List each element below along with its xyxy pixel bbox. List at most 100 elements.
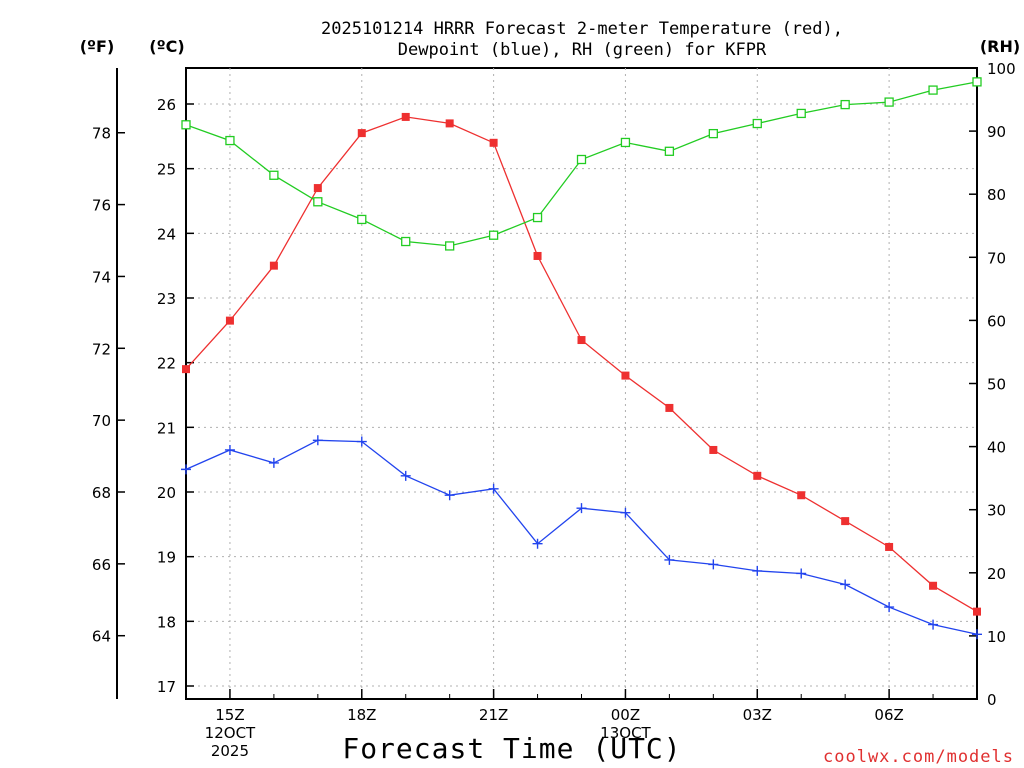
- x-axis-title: Forecast Time (UTC): [342, 732, 681, 765]
- rh-point: [752, 118, 762, 129]
- celsius-tick-label: 21: [157, 419, 176, 437]
- dewpoint-point: [312, 435, 323, 446]
- fahrenheit-tick-label: 78: [92, 125, 111, 143]
- x-tick-label: 00Z: [611, 706, 640, 724]
- temperature-point: [753, 471, 762, 480]
- celsius-tick-label: 26: [157, 96, 176, 114]
- temperature-point: [533, 251, 542, 260]
- x-tick-label: 18Z: [347, 706, 376, 724]
- x-tick-label: 15Z: [215, 706, 244, 724]
- rh-point: [796, 108, 806, 119]
- dewpoint-point: [708, 559, 719, 570]
- rh-point: [664, 146, 675, 156]
- rh-tick-label: 60: [987, 312, 1006, 330]
- fahrenheit-tick-label: 66: [92, 556, 111, 574]
- rh-point: [225, 135, 235, 146]
- fahrenheit-tick-label: 70: [92, 412, 111, 430]
- rh-point: [972, 77, 982, 87]
- dewpoint-point: [268, 457, 279, 468]
- rh-tick-label: 90: [987, 123, 1006, 141]
- rh-tick-label: 20: [987, 565, 1006, 583]
- dewpoint-point: [576, 503, 587, 514]
- fahrenheit-tick-label: 64: [92, 628, 111, 646]
- x-tick-label: 2025: [211, 742, 249, 760]
- temperature-point: [665, 403, 674, 412]
- temperature-point: [489, 138, 498, 147]
- dewpoint-line: [185, 439, 978, 635]
- rh-point: [313, 197, 323, 207]
- temperature-point: [797, 491, 806, 500]
- rh-point: [840, 99, 850, 110]
- rh-point: [269, 170, 279, 180]
- dewpoint-point: [444, 490, 455, 501]
- axis-layer: 17 18 19 20 21 22 23 24 25 26 64 66 68 70 72 74 76 78 0 10 2…: [92, 60, 1016, 760]
- rh-point: [884, 97, 894, 107]
- temperature-point: [885, 542, 894, 551]
- dewpoint-point: [928, 619, 939, 630]
- x-tick-label: 13OCT: [600, 724, 651, 742]
- temperature-point: [401, 112, 410, 121]
- rh-tick-label: 0: [987, 691, 997, 709]
- temperature-point: [182, 365, 190, 374]
- temperature-point: [445, 119, 454, 128]
- rh-point: [401, 236, 411, 247]
- dewpoint-point: [181, 464, 191, 475]
- rh-axis-label: (RH): [980, 37, 1020, 56]
- temperature-point: [225, 316, 234, 325]
- rh-tick-label: 10: [987, 628, 1006, 646]
- dewpoint-point: [796, 568, 807, 579]
- celsius-tick-label: 22: [157, 355, 176, 373]
- rh-point: [620, 137, 631, 148]
- dewpoint-point: [664, 554, 675, 565]
- celsius-axis-label: (ºC): [149, 37, 184, 56]
- rh-point: [445, 241, 455, 251]
- rh-point: [708, 128, 718, 139]
- temperature-point: [973, 607, 981, 616]
- temperature-point: [929, 581, 938, 590]
- rh-point: [357, 214, 367, 225]
- rh-point: [488, 230, 499, 240]
- rh-point: [181, 120, 191, 130]
- celsius-tick-label: 19: [157, 549, 176, 567]
- x-tick-label: 21Z: [479, 706, 508, 724]
- dewpoint-point: [400, 470, 411, 481]
- chart-title-line-2: Dewpoint (blue), RH (green) for KFPR: [398, 40, 767, 60]
- celsius-tick-label: 23: [157, 290, 176, 308]
- rh-tick-label: 100: [987, 60, 1016, 78]
- x-tick-label: 03Z: [743, 706, 772, 724]
- series-layer: [181, 77, 982, 640]
- dewpoint-point: [884, 602, 895, 613]
- dewpoint-point: [620, 507, 631, 518]
- temperature-point: [841, 517, 850, 526]
- chart-title-line-1: 2025101214 HRRR Forecast 2-meter Tempera…: [321, 19, 843, 39]
- dewpoint-point: [972, 629, 982, 640]
- credit-text: coolwx.com/models: [823, 747, 1014, 767]
- rh-point: [576, 154, 587, 165]
- temperature-point: [621, 371, 630, 380]
- fahrenheit-tick-label: 72: [92, 340, 111, 358]
- dewpoint-point: [532, 538, 543, 549]
- fahrenheit-tick-label: 76: [92, 197, 111, 215]
- rh-tick-label: 70: [987, 249, 1006, 267]
- dewpoint-point: [488, 483, 499, 494]
- fahrenheit-axis-label: (ºF): [80, 37, 115, 56]
- celsius-tick-label: 18: [157, 613, 176, 631]
- rh-tick-label: 80: [987, 186, 1006, 204]
- dewpoint-point: [840, 579, 851, 590]
- celsius-tick-label: 17: [157, 678, 176, 696]
- celsius-tick-label: 20: [157, 484, 176, 502]
- temperature-point: [357, 129, 366, 138]
- rh-tick-label: 40: [987, 439, 1006, 457]
- x-tick-label: 06Z: [874, 706, 903, 724]
- dewpoint-point: [752, 565, 763, 576]
- rh-tick-label: 50: [987, 376, 1006, 394]
- celsius-tick-label: 25: [157, 161, 176, 179]
- temperature-point: [313, 184, 322, 193]
- temperature-point: [577, 336, 586, 345]
- rh-point: [928, 85, 938, 95]
- fahrenheit-tick-label: 74: [92, 268, 111, 286]
- rh-point: [532, 212, 543, 223]
- fahrenheit-tick-label: 68: [92, 484, 111, 502]
- temperature-point: [269, 261, 278, 270]
